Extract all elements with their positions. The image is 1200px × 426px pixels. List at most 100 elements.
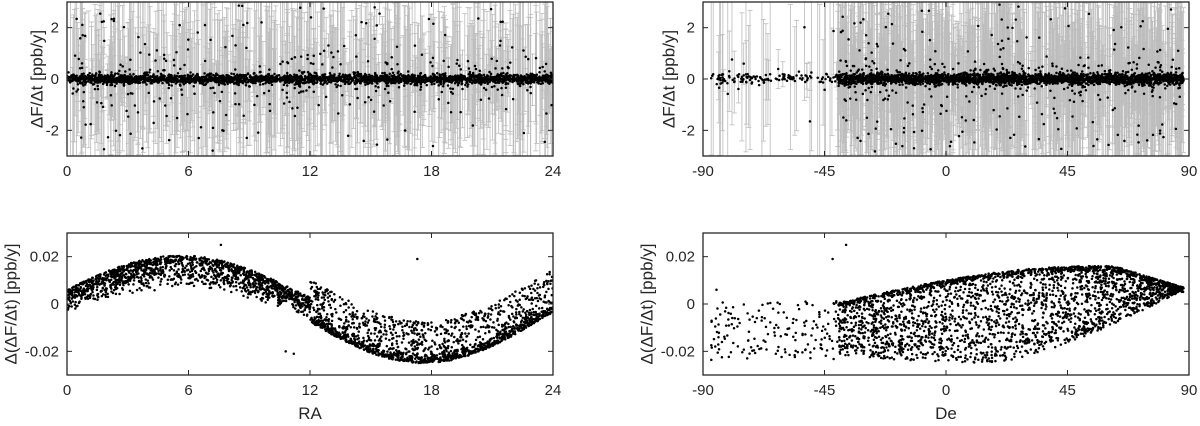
data-point — [152, 100, 156, 103]
data-point — [455, 62, 459, 65]
data-point — [149, 75, 152, 78]
data-point — [545, 112, 548, 115]
data-point — [169, 96, 173, 100]
data-point — [373, 6, 376, 9]
data-point — [290, 57, 294, 61]
data-point — [230, 72, 233, 75]
data-point — [541, 65, 544, 69]
data-point — [152, 121, 155, 125]
data-point — [526, 89, 529, 92]
data-point — [72, 87, 75, 90]
data-point — [319, 82, 322, 86]
data-point — [308, 85, 311, 89]
data-point — [437, 98, 440, 101]
data-point — [516, 74, 520, 78]
data-point — [319, 52, 322, 56]
data-point — [118, 69, 121, 73]
data-point — [322, 7, 325, 10]
data-point — [509, 74, 512, 77]
data-point — [286, 74, 289, 77]
data-point — [449, 110, 453, 114]
data-point — [489, 72, 493, 76]
data-point — [378, 12, 381, 15]
data-point — [282, 102, 286, 105]
data-point — [165, 114, 168, 118]
data-point — [260, 74, 263, 78]
data-point — [167, 86, 171, 90]
data-point — [248, 85, 251, 88]
data-point — [375, 143, 379, 146]
data-point — [259, 70, 262, 74]
data-point — [237, 103, 241, 106]
data-point — [511, 97, 515, 101]
data-point — [356, 96, 359, 100]
data-point — [162, 57, 166, 60]
data-point — [479, 98, 483, 102]
data-point — [193, 92, 196, 95]
data-point — [431, 56, 435, 60]
data-point — [342, 44, 346, 48]
data-point — [175, 116, 179, 120]
data-point — [156, 70, 160, 73]
data-point — [457, 81, 461, 85]
data-point — [397, 70, 400, 73]
data-point — [297, 91, 301, 94]
data-point — [489, 7, 493, 11]
data-point — [136, 111, 140, 114]
data-point — [435, 71, 439, 75]
data-point — [114, 129, 118, 133]
data-point — [317, 103, 320, 107]
data-point — [471, 124, 475, 127]
data-point — [383, 87, 387, 91]
data-point — [90, 78, 94, 82]
data-point — [511, 78, 514, 81]
data-point — [215, 76, 218, 79]
data-point — [306, 70, 310, 74]
data-point — [233, 81, 237, 84]
data-point — [413, 83, 417, 86]
data-point — [240, 4, 244, 8]
data-point — [220, 81, 223, 85]
data-point — [413, 74, 416, 77]
data-point — [343, 82, 347, 86]
data-point — [203, 72, 206, 75]
data-point — [373, 37, 376, 40]
data-point — [508, 61, 512, 64]
data-point — [126, 92, 130, 96]
data-point — [68, 81, 72, 84]
data-point — [502, 71, 505, 75]
data-point — [285, 96, 289, 99]
data-point — [262, 91, 266, 95]
data-point — [365, 74, 368, 77]
data-point — [383, 71, 386, 75]
data-point — [477, 17, 480, 20]
data-point — [246, 21, 249, 25]
data-point — [270, 83, 274, 87]
data-point — [145, 83, 148, 86]
data-point — [179, 67, 182, 71]
data-point — [224, 113, 228, 117]
data-point — [186, 48, 190, 51]
data-point — [231, 80, 234, 84]
data-point — [381, 71, 384, 75]
data-point — [312, 54, 316, 57]
data-point — [163, 68, 166, 72]
data-point — [81, 23, 84, 27]
data-point — [332, 55, 335, 59]
data-point — [77, 57, 81, 61]
data-point — [322, 49, 326, 52]
data-point — [119, 74, 122, 77]
data-point — [496, 73, 499, 76]
data-point — [339, 62, 342, 66]
data-series — [67, 4, 553, 152]
data-point — [139, 78, 142, 82]
data-point — [312, 90, 316, 94]
data-point — [539, 82, 543, 86]
data-point — [234, 74, 237, 78]
data-point — [498, 44, 502, 47]
data-point — [122, 25, 126, 29]
data-point — [329, 80, 333, 84]
data-point — [340, 93, 344, 97]
data-point — [288, 80, 292, 83]
data-point — [222, 129, 225, 133]
